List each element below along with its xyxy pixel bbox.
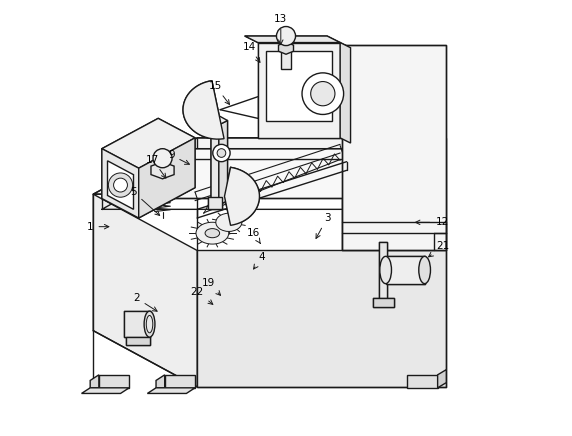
Polygon shape (138, 138, 195, 218)
Polygon shape (148, 388, 195, 393)
Ellipse shape (205, 228, 220, 238)
Polygon shape (108, 161, 133, 209)
Text: 13: 13 (274, 14, 287, 44)
Text: 14: 14 (243, 42, 260, 62)
Text: 19: 19 (202, 278, 221, 295)
Polygon shape (281, 48, 291, 69)
Polygon shape (386, 256, 424, 284)
Ellipse shape (380, 256, 391, 284)
Text: 1: 1 (87, 221, 109, 232)
Polygon shape (102, 118, 195, 168)
Circle shape (276, 27, 296, 46)
Polygon shape (93, 138, 446, 194)
Polygon shape (379, 242, 387, 298)
Polygon shape (156, 375, 165, 388)
Text: 15: 15 (209, 81, 229, 105)
Text: 4: 4 (253, 252, 265, 269)
Text: 17: 17 (146, 154, 166, 178)
Polygon shape (165, 375, 195, 388)
Polygon shape (245, 36, 340, 43)
Text: 12: 12 (415, 217, 448, 227)
Ellipse shape (146, 316, 153, 333)
Circle shape (114, 178, 128, 192)
Polygon shape (342, 45, 446, 251)
Polygon shape (197, 251, 446, 387)
Polygon shape (90, 375, 99, 388)
Polygon shape (279, 42, 293, 54)
Circle shape (153, 149, 172, 168)
Polygon shape (208, 197, 223, 209)
Polygon shape (224, 167, 260, 225)
Polygon shape (372, 298, 394, 307)
Circle shape (108, 173, 133, 197)
Circle shape (213, 144, 230, 162)
Polygon shape (407, 375, 438, 388)
Polygon shape (211, 116, 228, 125)
Polygon shape (258, 43, 340, 138)
Polygon shape (219, 120, 228, 205)
Circle shape (217, 149, 226, 157)
Text: 22: 22 (190, 286, 213, 304)
Ellipse shape (196, 222, 229, 244)
Text: 2: 2 (133, 293, 157, 311)
Polygon shape (102, 149, 435, 198)
Text: 5: 5 (130, 187, 160, 215)
Text: 21: 21 (428, 241, 450, 257)
Polygon shape (183, 81, 224, 139)
Polygon shape (126, 337, 149, 345)
Text: 9: 9 (168, 150, 189, 164)
Circle shape (302, 73, 344, 115)
Circle shape (311, 82, 335, 106)
Polygon shape (93, 194, 197, 387)
Ellipse shape (144, 311, 155, 337)
Polygon shape (82, 388, 129, 393)
Polygon shape (124, 311, 149, 337)
Ellipse shape (216, 213, 242, 232)
Polygon shape (151, 162, 174, 179)
Polygon shape (265, 51, 332, 120)
Polygon shape (438, 370, 446, 388)
Polygon shape (340, 43, 351, 143)
Text: 3: 3 (316, 213, 331, 238)
Text: 16: 16 (247, 228, 260, 243)
Polygon shape (99, 375, 129, 388)
Ellipse shape (419, 256, 431, 284)
Polygon shape (102, 149, 138, 218)
Polygon shape (211, 120, 219, 205)
